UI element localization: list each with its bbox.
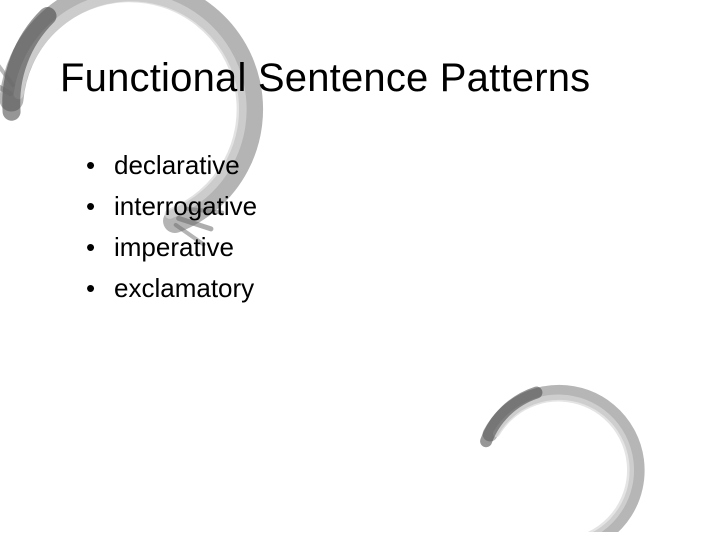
- list-item: • imperative: [86, 232, 257, 263]
- bottom-border: [0, 532, 720, 540]
- bullet-list: • declarative • interrogative • imperati…: [86, 150, 257, 314]
- bullet-marker-icon: •: [86, 191, 114, 222]
- bullet-text: interrogative: [114, 191, 257, 222]
- list-item: • exclamatory: [86, 273, 257, 304]
- bullet-marker-icon: •: [86, 232, 114, 263]
- bullet-text: exclamatory: [114, 273, 254, 304]
- bullet-text: imperative: [114, 232, 234, 263]
- list-item: • declarative: [86, 150, 257, 181]
- list-item: • interrogative: [86, 191, 257, 222]
- slide: Functional Sentence Patterns • declarati…: [0, 0, 720, 540]
- brush-circle-bottom-right-icon: [440, 372, 670, 540]
- bullet-marker-icon: •: [86, 273, 114, 304]
- slide-title: Functional Sentence Patterns: [60, 56, 680, 101]
- bullet-text: declarative: [114, 150, 240, 181]
- bullet-marker-icon: •: [86, 150, 114, 181]
